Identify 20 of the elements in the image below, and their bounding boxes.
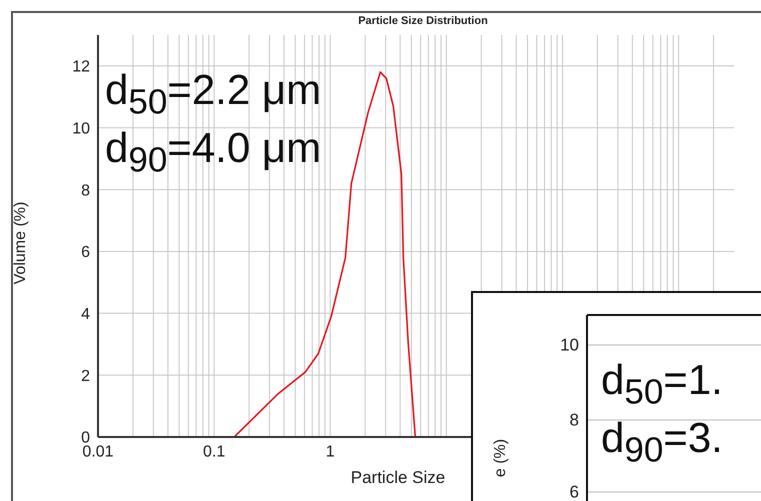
y-tick-label: 6 (81, 244, 90, 262)
annotation: d$_{90}$=3. (601, 414, 723, 472)
x-tick-label: 1 (326, 443, 335, 460)
y-tick-label: 4 (81, 306, 90, 323)
y-tick-label: 8 (81, 182, 90, 200)
annotation: 8 (570, 410, 579, 430)
x-tick-label: 0.1 (202, 443, 226, 460)
annotation: 10 (560, 336, 579, 354)
annotation: d$_{50}$=1. (601, 356, 723, 414)
text: 6 (570, 482, 579, 501)
x-axis-title: Particle Size (350, 468, 446, 488)
chart-title: Particle Size Distribution (357, 15, 489, 27)
x-tick-label: 0.01 (82, 443, 114, 460)
annotation: d$_{50}$=2.2 μm (105, 66, 322, 124)
y-tick-label: 2 (81, 368, 90, 385)
y-axis-title: Volume (%) (12, 202, 30, 284)
y-tick-label: 10 (72, 120, 90, 138)
y-tick-label: 12 (72, 58, 90, 76)
annotation: d$_{90}$=4.0 μm (105, 124, 322, 182)
text: e (%) (492, 438, 510, 478)
